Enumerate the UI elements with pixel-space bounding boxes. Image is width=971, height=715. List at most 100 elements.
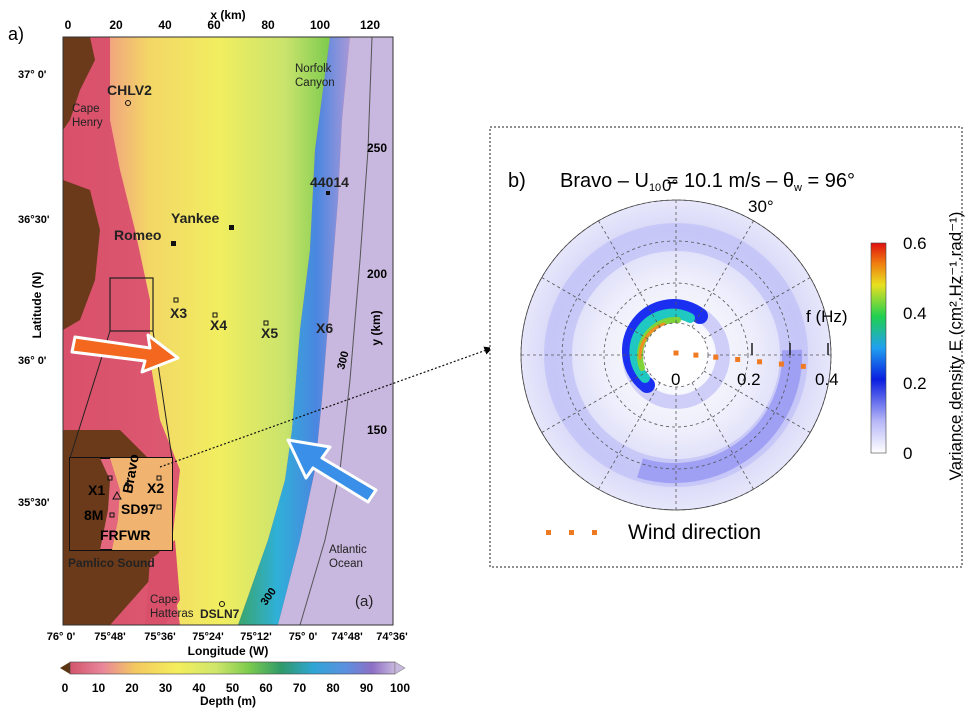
polar-spoke bbox=[598, 220, 661, 328]
bathymetry-map bbox=[63, 37, 393, 625]
x-tick: 80 bbox=[261, 18, 275, 32]
polar-spoke bbox=[598, 382, 661, 490]
bravo-label: Bravo bbox=[119, 453, 142, 495]
legend-dot bbox=[592, 530, 597, 535]
angle-label-0: 0° bbox=[662, 176, 678, 195]
panel-b-label: b) bbox=[508, 170, 526, 192]
x2-label: X2 bbox=[147, 480, 164, 496]
y-tick: 250 bbox=[367, 141, 387, 155]
depth-tick: 70 bbox=[293, 681, 307, 695]
wind-dot bbox=[735, 356, 741, 362]
lon-tick: 74°48' bbox=[331, 631, 363, 643]
x-tick: 40 bbox=[158, 18, 172, 32]
station-markers bbox=[125, 100, 330, 607]
lat-tick: 36° 0' bbox=[18, 355, 47, 367]
8m-label: 8M bbox=[84, 507, 103, 523]
depth-tick: 40 bbox=[192, 681, 206, 695]
legend-dot bbox=[569, 530, 574, 535]
x5-label: X5 bbox=[261, 325, 278, 341]
panel-b-title: Bravo – U10 = 10.1 m/s – θw = 96° bbox=[560, 170, 855, 194]
yankee-marker bbox=[229, 225, 234, 230]
variance-tick: 0 bbox=[903, 444, 912, 463]
variance-colorbar-label: Variance density E (cm².Hz⁻¹.rad⁻¹) bbox=[946, 212, 965, 481]
orange-direction-arrow bbox=[70, 333, 180, 374]
wind-dot bbox=[713, 354, 719, 360]
freq-axis-ticks bbox=[751, 343, 829, 355]
depth-tick: 0 bbox=[62, 681, 69, 695]
lat-tick: 36°30' bbox=[18, 214, 50, 226]
y-axis-label: y (km) bbox=[369, 310, 383, 345]
legend-label: Wind direction bbox=[628, 521, 761, 544]
lon-tick: 75°48' bbox=[94, 631, 126, 643]
lon-tick: 75°24' bbox=[192, 631, 224, 643]
depth-tick: 60 bbox=[259, 681, 273, 695]
buoy-44014-marker bbox=[326, 191, 330, 195]
polar-spokes bbox=[521, 200, 831, 510]
depth-tick: 90 bbox=[360, 681, 374, 695]
longitude-axis-label: Longitude (W) bbox=[188, 644, 269, 658]
x3-label: X3 bbox=[170, 305, 187, 321]
legend-dot bbox=[546, 530, 551, 535]
depth-tick: 100 bbox=[390, 681, 410, 695]
wind-dot bbox=[673, 350, 679, 356]
freq-axis-label: f (Hz) bbox=[806, 307, 848, 326]
zoom-region-box bbox=[109, 277, 154, 332]
romeo-marker bbox=[171, 241, 176, 246]
longitude-tick-labels: 76° 0' 75°48' 75°36' 75°24' 75°12' 75° 0… bbox=[47, 631, 408, 643]
depth-tick: 50 bbox=[226, 681, 240, 695]
cape-hatteras-label: Cape Hatteras bbox=[150, 594, 194, 620]
pamlico-sound-label: Pamlico Sound bbox=[68, 556, 155, 570]
freq-tick: 0 bbox=[671, 370, 680, 389]
wind-dot bbox=[778, 361, 784, 367]
chlv2-marker bbox=[125, 100, 131, 106]
buoy-44014-label: 44014 bbox=[310, 174, 349, 190]
freq-tick: 0.4 bbox=[815, 370, 839, 389]
angle-label-30: 30° bbox=[748, 197, 774, 216]
x4-label: X4 bbox=[210, 317, 227, 333]
x-tick: 60 bbox=[207, 18, 221, 32]
panel-a-label: a) bbox=[8, 24, 24, 44]
x4-marker bbox=[212, 312, 218, 318]
leader-arrow bbox=[159, 346, 493, 468]
frfwr-marker bbox=[109, 512, 115, 518]
polar-spoke bbox=[691, 220, 754, 328]
blue-direction-arrow bbox=[286, 438, 378, 504]
y-tick: 200 bbox=[367, 267, 387, 281]
latitude-axis-label: Latitude (N) bbox=[30, 272, 44, 339]
inset-map: X1 X2 Bravo 8M SD97 FRFWR bbox=[69, 453, 173, 551]
x-tick: 100 bbox=[310, 18, 330, 32]
polar-spoke bbox=[691, 382, 754, 490]
map-frame bbox=[62, 36, 394, 626]
energy-band-south bbox=[637, 349, 803, 484]
variance-tick: 0.2 bbox=[903, 374, 927, 393]
x1-label: X1 bbox=[88, 482, 105, 498]
latitude-tick-labels: 37° 0' 36°30' 36° 0' 35°30' bbox=[18, 69, 50, 509]
map-corner-label: (a) bbox=[355, 593, 373, 610]
chlv2-label: CHLV2 bbox=[107, 82, 152, 98]
x2-marker bbox=[156, 475, 162, 481]
x-axis-label: x (km) bbox=[210, 8, 245, 22]
x-tick-labels: 0 20 40 60 80 100 120 bbox=[65, 18, 381, 32]
freq-tick: 0.2 bbox=[737, 370, 761, 389]
depth-tick: 30 bbox=[159, 681, 173, 695]
polar-spoke bbox=[541, 370, 649, 433]
wind-dot bbox=[757, 359, 763, 365]
x-tick: 0 bbox=[65, 18, 72, 32]
bravo-marker bbox=[125, 482, 129, 486]
sd97-label: SD97 bbox=[121, 501, 156, 517]
dsln7-marker bbox=[219, 601, 225, 607]
legend: Wind direction bbox=[546, 521, 761, 544]
map-labels: Norfolk Canyon CHLV2 Cape Henry 44014 Yank… bbox=[72, 63, 373, 621]
yankee-label: Yankee bbox=[171, 210, 219, 226]
contour-label: 300 bbox=[335, 350, 351, 371]
lat-tick: 35°30' bbox=[18, 497, 50, 509]
polar-spoke bbox=[703, 370, 811, 433]
cape-henry-label: Cape Henry bbox=[72, 103, 103, 129]
polar-spoke bbox=[541, 277, 649, 340]
x3-marker bbox=[173, 297, 179, 303]
8m-marker bbox=[112, 490, 122, 500]
frfwr-label: FRFWR bbox=[100, 527, 151, 543]
wind-dot bbox=[693, 352, 699, 358]
dsln7-label: DSLN7 bbox=[200, 607, 240, 621]
y-tick: 150 bbox=[367, 423, 387, 437]
